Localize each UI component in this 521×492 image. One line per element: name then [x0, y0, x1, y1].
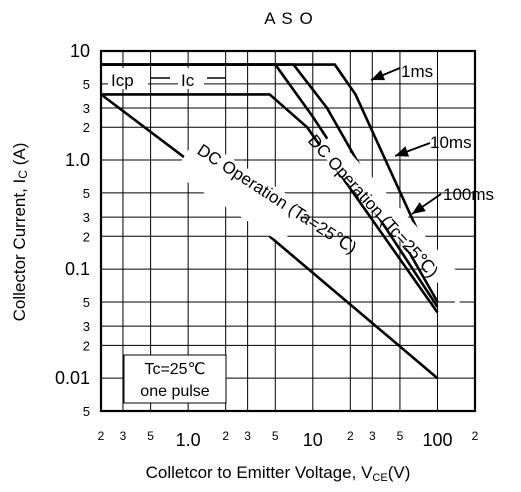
x-tick-label-3: 1.0 [176, 430, 201, 450]
icp-label: Icp [111, 71, 134, 90]
y-tick-label-3: 2 [83, 120, 90, 135]
x-tick-label-2: 5 [147, 429, 154, 443]
y-tick-label-2: 3 [83, 101, 90, 116]
label-1ms: 1ms [401, 62, 433, 81]
x-tick-label-5: 3 [244, 429, 251, 443]
icp-label-bg [108, 68, 148, 89]
chart-title: A S O [264, 9, 313, 28]
y-tick-label-12: 0.01 [55, 368, 90, 388]
y-tick-label-7: 2 [83, 229, 90, 244]
y-axis-label-subscript: C [16, 170, 30, 179]
x-tick-label-10: 5 [397, 429, 404, 443]
tick-labels: 2 3 5 1.0 2 3 5 10 2 3 5 100 2 10 5 3 2 1.0 5 3 2 0.1 5 3 2 0.01 5 [55, 41, 479, 450]
dc-ta-label-bg [173, 136, 307, 244]
dc-tc-label-bg [316, 133, 474, 305]
x-tick-label-1: 3 [120, 429, 127, 443]
y-tick-label-10: 3 [83, 319, 90, 334]
arrow-100ms-head [412, 202, 426, 214]
grid [101, 51, 475, 411]
x-tick-label-6: 5 [272, 429, 279, 443]
arrow-group [150, 67, 442, 215]
series-line-3 [101, 93, 439, 314]
label-100ms: 100ms [443, 185, 494, 204]
x-tick-label-12: 2 [472, 429, 479, 443]
y-tick-label-5: 5 [83, 186, 90, 201]
x-axis-label: Colletcor to Emitter Voltage, VCE(V) [146, 463, 411, 484]
y-tick-label-4: 1.0 [65, 150, 90, 170]
y-tick-label-11: 2 [83, 338, 90, 353]
x-axis-label-unit: (V) [388, 463, 411, 482]
plot-frame [99, 49, 477, 413]
arrow-1ms-head [371, 69, 386, 81]
x-tick-label-4: 2 [222, 429, 229, 443]
x-axis-label-main: Colletcor to Emitter Voltage [146, 463, 352, 482]
y-axis-label-unit: (A) [10, 143, 29, 166]
conditions-line2: one pulse [140, 383, 209, 400]
x-axis-label-symbol: V [361, 463, 373, 482]
label-10ms: 10ms [430, 133, 472, 152]
x-tick-label-11: 100 [422, 430, 452, 450]
y-tick-label-9: 5 [83, 295, 90, 310]
x-tick-label-0: 2 [98, 429, 105, 443]
x-tick-label-8: 2 [347, 429, 354, 443]
conditions-box [123, 354, 227, 404]
y-tick-label-6: 3 [83, 210, 90, 225]
x-tick-label-9: 3 [369, 429, 376, 443]
y-tick-label-0: 10 [70, 41, 90, 61]
x-axis-label-subscript: CE [372, 472, 387, 484]
ic-label-bg [178, 68, 204, 89]
arrow-10ms-head [395, 146, 410, 157]
ic-label: Ic [181, 71, 195, 90]
y-axis-label: Collector Current, IC (A) [10, 143, 30, 322]
conditions-line1: Tc=25℃ [144, 361, 205, 378]
y-axis-label-main: Collector Current [10, 193, 29, 322]
y-tick-label-13: 5 [83, 404, 90, 419]
y-axis-label-symbol: I [10, 179, 29, 184]
series-line-5 [268, 235, 439, 380]
y-tick-label-8: 0.1 [65, 259, 90, 279]
x-tick-label-7: 10 [303, 430, 323, 450]
y-tick-label-1: 5 [83, 77, 90, 92]
